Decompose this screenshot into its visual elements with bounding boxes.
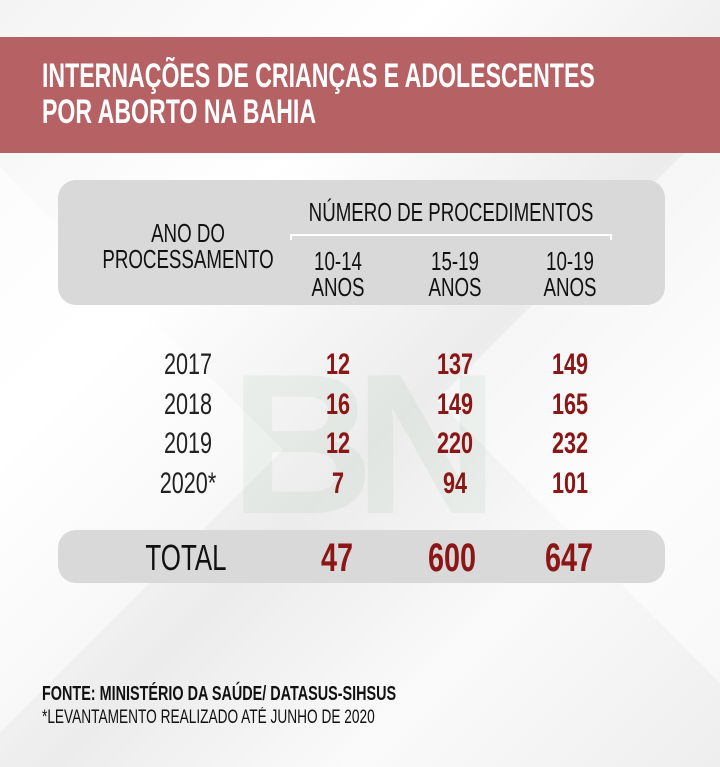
year-cell: 2019 <box>163 427 213 460</box>
value-cell: 149 <box>551 348 589 381</box>
source-note: FONTE: MINISTÉRIO DA SAÚDE/ DATASUS-SIHS… <box>42 683 397 705</box>
title-line-1: INTERNAÇÕES DE CRIANÇAS E ADOLESCENTES <box>42 57 595 95</box>
total-row-box <box>58 530 665 583</box>
value-cell: 12 <box>325 427 351 460</box>
value-cell: 101 <box>551 467 589 500</box>
value-cell: 220 <box>436 427 474 460</box>
year-cell: 2020* <box>159 467 217 500</box>
value-cell: 165 <box>551 388 589 421</box>
value-cell: 94 <box>442 467 468 500</box>
value-cell: 12 <box>325 348 351 381</box>
year-cell: 2017 <box>163 348 213 381</box>
column-header-line-1: 10-19 <box>546 246 594 276</box>
group-divider <box>290 234 612 240</box>
table-header-box <box>58 180 665 305</box>
year-cell: 2018 <box>163 388 213 421</box>
value-cell: 137 <box>436 348 474 381</box>
value-cell: 232 <box>551 427 589 460</box>
value-cell: 16 <box>325 388 351 421</box>
row-header-line-2: PROCESSAMENTO <box>102 244 274 274</box>
column-header-line-2: ANOS <box>428 272 482 302</box>
title-line-2: POR ABORTO NA BAHIA <box>42 93 317 131</box>
column-header-line-2: ANOS <box>543 272 597 302</box>
page-title: INTERNAÇÕES DE CRIANÇAS E ADOLESCENTES P… <box>42 58 595 130</box>
title-banner <box>0 37 720 153</box>
column-header-line-2: ANOS <box>311 272 365 302</box>
row-header-line-1: ANO DO <box>151 218 225 248</box>
column-header-15-19: 15-19 ANOS <box>428 248 481 300</box>
column-header-line-1: 15-19 <box>431 246 479 276</box>
total-value: 600 <box>427 536 477 580</box>
watermark-logo: BN <box>230 333 499 556</box>
total-value: 647 <box>544 536 594 580</box>
footnote: *LEVANTAMENTO REALIZADO ATÉ JUNHO DE 202… <box>42 707 375 728</box>
column-header-10-19: 10-19 ANOS <box>543 248 596 300</box>
row-header: ANO DO PROCESSAMENTO <box>102 220 273 272</box>
value-cell: 7 <box>331 467 345 500</box>
group-header: NÚMERO DE PROCEDIMENTOS <box>308 197 594 227</box>
total-value: 47 <box>320 536 354 580</box>
column-header-10-14: 10-14 ANOS <box>311 248 364 300</box>
total-label: TOTAL <box>145 537 227 578</box>
column-header-line-1: 10-14 <box>314 246 362 276</box>
value-cell: 149 <box>436 388 474 421</box>
